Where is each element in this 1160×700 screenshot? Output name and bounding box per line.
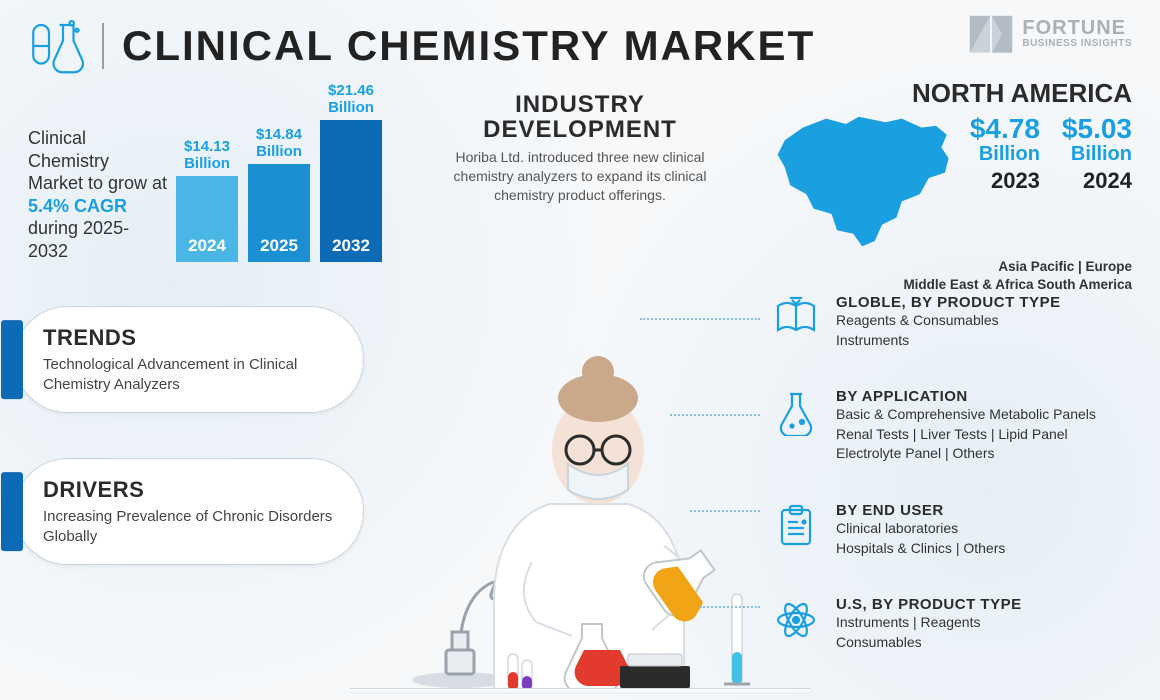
book-icon xyxy=(772,294,820,342)
trends-pill: TRENDS Technological Advancement in Clin… xyxy=(14,306,364,413)
growth-intro: Clinical Chemistry Market to grow at xyxy=(28,128,167,193)
na-regions: Asia Pacific | Europe Middle East & Afri… xyxy=(752,258,1132,293)
connector-4 xyxy=(700,606,760,608)
na-stat-unit: Billion xyxy=(1062,143,1132,166)
bar-chart: $14.13Billion2024$14.84Billion2025$21.46… xyxy=(176,92,382,262)
connector-3 xyxy=(690,510,760,512)
categories: GLOBLE, BY PRODUCT TYPEReagents & Consum… xyxy=(772,294,1132,652)
growth-period: during 2025-2032 xyxy=(28,218,129,261)
bar-2032: $21.46Billion 2032 xyxy=(320,83,382,262)
category: BY APPLICATIONBasic & Comprehensive Meta… xyxy=(772,388,1132,464)
category-title: U.S, BY PRODUCT TYPE xyxy=(836,596,1022,613)
na-regions-1: Asia Pacific | Europe xyxy=(752,258,1132,276)
industry-block: INDUSTRY DEVELOPMENT Horiba Ltd. introdu… xyxy=(430,92,730,205)
brand-logo: FORTUNE BUSINESS INSIGHTS xyxy=(968,14,1132,54)
table-edge xyxy=(350,688,810,694)
clip-icon xyxy=(772,502,820,550)
na-stat-value: $5.03 xyxy=(1062,115,1132,143)
drivers-title: DRIVERS xyxy=(43,477,339,503)
industry-heading: INDUSTRY DEVELOPMENT xyxy=(430,92,730,142)
na-regions-2: Middle East & Africa South America xyxy=(752,276,1132,294)
na-map-icon xyxy=(774,115,954,250)
na-stat-value: $4.78 xyxy=(970,115,1040,143)
industry-body: Horiba Ltd. introduced three new clinica… xyxy=(430,148,730,205)
category-body: Reagents & ConsumablesInstruments xyxy=(836,311,1061,350)
atom-icon xyxy=(772,596,820,644)
category: U.S, BY PRODUCT TYPEInstruments | Reagen… xyxy=(772,596,1132,652)
bar-value: $14.84Billion xyxy=(256,127,302,160)
bar-value: $14.13Billion xyxy=(184,139,230,172)
na-stat-year: 2024 xyxy=(1062,168,1132,194)
category: BY END USERClinical laboratoriesHospital… xyxy=(772,502,1132,558)
category-title: BY APPLICATION xyxy=(836,388,1096,405)
scientist-illustration xyxy=(400,294,760,694)
category-title: BY END USER xyxy=(836,502,1005,519)
north-america-block: NORTH AMERICA $4.78Billion2023$5.03Billi… xyxy=(752,78,1132,293)
growth-cagr: 5.4% CAGR xyxy=(28,196,127,216)
category-body: Basic & Comprehensive Metabolic PanelsRe… xyxy=(836,405,1096,464)
na-stat-year: 2023 xyxy=(970,168,1040,194)
category-body: Clinical laboratoriesHospitals & Clinics… xyxy=(836,519,1005,558)
trends-body: Technological Advancement in Clinical Ch… xyxy=(43,355,339,394)
category: GLOBLE, BY PRODUCT TYPEReagents & Consum… xyxy=(772,294,1132,350)
bar-2025: $14.84Billion 2025 xyxy=(248,127,310,262)
bar-rect: 2024 xyxy=(176,176,238,262)
flask-header-icon xyxy=(28,18,84,74)
growth-text: Clinical Chemistry Market to grow at 5.4… xyxy=(28,127,168,262)
na-stats: $4.78Billion2023$5.03Billion2024 xyxy=(970,115,1132,194)
brand-logo-icon xyxy=(968,14,1014,54)
category-title: GLOBLE, BY PRODUCT TYPE xyxy=(836,294,1061,311)
category-body: Instruments | ReagentsConsumables xyxy=(836,613,1022,652)
drivers-pill: DRIVERS Increasing Prevalence of Chronic… xyxy=(14,458,364,565)
connector-2 xyxy=(670,414,760,416)
brand-line2: BUSINESS INSIGHTS xyxy=(1022,39,1132,50)
na-stat-2023: $4.78Billion2023 xyxy=(970,115,1040,194)
drivers-body: Increasing Prevalence of Chronic Disorde… xyxy=(43,507,339,546)
page-title: CLINICAL CHEMISTRY MARKET xyxy=(122,22,815,70)
header-divider xyxy=(102,23,104,69)
canvas: Clinical Chemistry Market to grow at 5.4… xyxy=(0,74,1160,694)
growth-block: Clinical Chemistry Market to grow at 5.4… xyxy=(28,92,408,262)
bar-2024: $14.13Billion 2024 xyxy=(176,139,238,262)
na-stat-unit: Billion xyxy=(970,143,1040,166)
na-heading: NORTH AMERICA xyxy=(752,78,1132,109)
bar-rect: 2032 xyxy=(320,120,382,262)
bar-value: $21.46Billion xyxy=(328,83,374,116)
flask-icon xyxy=(772,388,820,436)
connector-1 xyxy=(640,318,760,320)
bar-rect: 2025 xyxy=(248,164,310,262)
brand-line1: FORTUNE xyxy=(1022,18,1132,39)
trends-title: TRENDS xyxy=(43,325,339,351)
na-stat-2024: $5.03Billion2024 xyxy=(1062,115,1132,194)
